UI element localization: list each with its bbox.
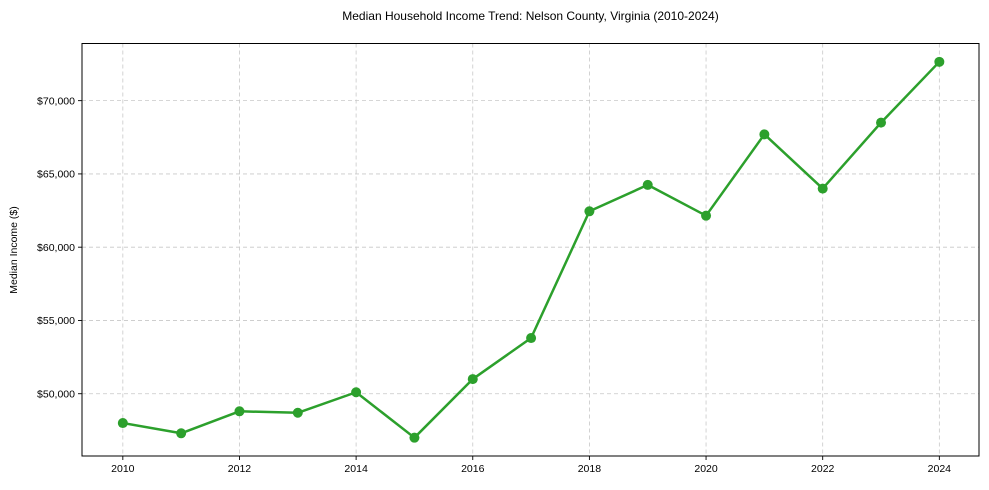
y-tick-label: $50,000 xyxy=(37,388,75,400)
x-tick-label: 2018 xyxy=(578,463,602,475)
data-point xyxy=(176,428,187,439)
data-point xyxy=(642,179,653,190)
data-point xyxy=(817,183,828,194)
x-tick-label: 2024 xyxy=(928,463,952,475)
data-point xyxy=(584,206,595,217)
x-tick-label: 2014 xyxy=(344,463,368,475)
data-point xyxy=(234,406,245,417)
data-point xyxy=(701,210,712,221)
y-tick-label: $65,000 xyxy=(37,169,75,181)
x-tick-label: 2016 xyxy=(461,463,485,475)
x-tick-label: 2010 xyxy=(111,463,135,475)
x-tick-label: 2022 xyxy=(811,463,835,475)
y-tick-label: $70,000 xyxy=(37,95,75,107)
data-point xyxy=(351,387,362,398)
data-point xyxy=(409,432,420,443)
x-tick-label: 2012 xyxy=(228,463,252,475)
data-point xyxy=(876,117,887,128)
chart-title: Median Household Income Trend: Nelson Co… xyxy=(342,9,719,23)
data-point xyxy=(117,418,128,429)
data-point xyxy=(526,333,537,344)
series-line xyxy=(121,60,941,439)
data-point xyxy=(934,56,945,67)
y-tick-label: $55,000 xyxy=(37,315,75,327)
data-point xyxy=(292,407,303,418)
data-point xyxy=(759,129,770,140)
plot-border xyxy=(81,43,980,457)
x-tick-label: 2020 xyxy=(694,463,718,475)
y-tick-label: $60,000 xyxy=(37,242,75,254)
data-point xyxy=(467,374,478,385)
